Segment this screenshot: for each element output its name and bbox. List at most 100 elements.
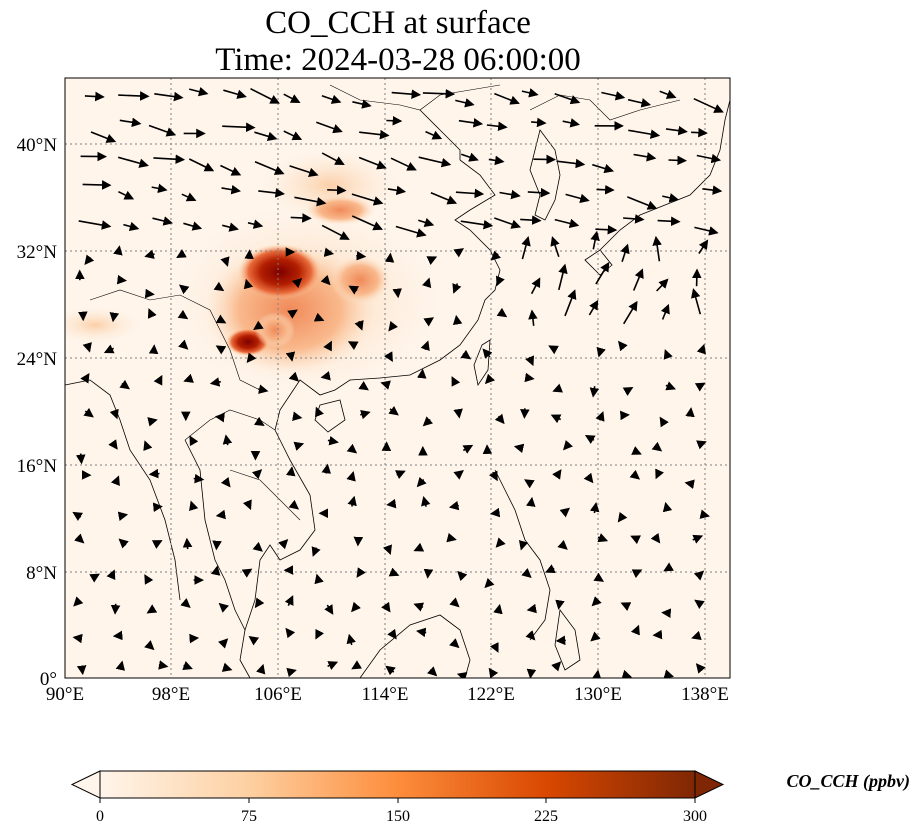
wind-vector (484, 577, 495, 589)
wind-vector (247, 219, 264, 229)
wind-vector (518, 539, 529, 551)
wind-vector (521, 568, 532, 578)
wind-vector (148, 124, 177, 137)
myanmar-coastline (65, 379, 181, 601)
wind-vector (457, 570, 468, 582)
wind-vector (118, 91, 150, 101)
wind-vector (210, 565, 221, 576)
wind-vector (177, 309, 189, 320)
wind-vector (222, 434, 233, 446)
wind-vector (525, 355, 535, 367)
wind-vector (152, 502, 163, 513)
wind-vector (383, 351, 393, 362)
wind-vector (221, 662, 233, 672)
lon-tick-label: 122°E (467, 684, 515, 705)
wind-vector (558, 263, 568, 291)
wind-vector (75, 453, 86, 465)
wind-vector (665, 381, 676, 391)
wind-vector (692, 534, 704, 544)
wind-vector (118, 190, 135, 200)
wind-vector (552, 469, 562, 480)
wind-vector (630, 624, 640, 636)
wind-vector (218, 602, 229, 613)
wind-vector (548, 345, 559, 355)
wind-vector (565, 193, 590, 204)
country-border-3 (229, 469, 301, 521)
wind-vector (323, 247, 335, 257)
wind-vector (380, 380, 391, 390)
wind-vector (188, 158, 215, 172)
wind-vector (462, 444, 474, 454)
wind-vector (530, 277, 541, 295)
wind-vector (73, 596, 84, 607)
wind-vector (252, 541, 263, 552)
wind-vector (631, 569, 643, 579)
wind-vector (593, 572, 605, 582)
wind-vector (488, 470, 498, 482)
wind-vector (494, 217, 522, 229)
lat-tick-label: 8°N (26, 563, 57, 584)
wind-vector (143, 440, 153, 451)
wind-vector (563, 440, 574, 451)
mongolia-border (329, 84, 501, 111)
lon-tick-label: 98°E (152, 684, 190, 705)
taiwan-coastline (473, 339, 491, 387)
wind-vector (323, 340, 332, 352)
wind-vector (347, 495, 357, 507)
wind-vector (320, 274, 331, 286)
wind-vector (352, 99, 372, 109)
wind-vector (661, 608, 672, 618)
wind-vector (633, 152, 657, 162)
wind-vector (456, 672, 468, 678)
wind-vector (254, 161, 285, 175)
wind-vector (388, 567, 400, 577)
lon-tick-label: 138°E (681, 684, 729, 705)
wind-vector (119, 379, 130, 390)
wind-vector (381, 601, 391, 613)
wind-vector (418, 156, 452, 168)
wind-vector (183, 221, 203, 231)
map-frame (64, 77, 731, 679)
colorbar: 0 75 150 225 300 CO_CCH (ppbv) (70, 770, 910, 825)
lat-tick-label: 40°N (17, 135, 58, 156)
wind-vector (452, 314, 463, 326)
wind-vector (286, 667, 297, 678)
wind-vector (117, 156, 149, 168)
wind-vector (215, 314, 227, 324)
wind-vector (123, 221, 140, 232)
wind-vector (620, 243, 630, 262)
wind-vector (144, 640, 155, 651)
wind-vector (453, 408, 463, 419)
philippines-coastline (494, 469, 551, 641)
wind-vector (106, 569, 116, 581)
wind-vector (601, 91, 626, 101)
colorbar-min-extend (70, 770, 101, 799)
malay-coastline (239, 629, 251, 678)
wind-vector (545, 564, 556, 573)
wind-vector (702, 185, 723, 195)
colorbar-tick-label: 75 (241, 808, 257, 825)
wind-vector (420, 340, 430, 352)
wind-vector (699, 509, 710, 519)
wind-vector (360, 409, 371, 420)
wind-vector (289, 165, 319, 177)
wind-vector (555, 599, 565, 610)
wind-vector (451, 376, 461, 387)
wind-vector (222, 222, 239, 232)
wind-vector (426, 256, 438, 265)
lat-tick-label: 16°N (17, 456, 58, 477)
wind-vector (557, 539, 568, 550)
wind-vector (147, 417, 158, 427)
wind-vector (387, 185, 407, 196)
lat-tick-label: 32°N (17, 242, 58, 263)
indochina-coastline (184, 429, 316, 632)
wind-vector (416, 368, 427, 379)
wind-vector (652, 235, 662, 262)
wind-vector (496, 307, 508, 318)
wind-vector (218, 638, 229, 649)
wind-vector (382, 544, 392, 556)
wind-vector (422, 88, 456, 99)
wind-vector (696, 440, 707, 450)
wind-vector (250, 87, 280, 104)
wind-vector (324, 604, 334, 615)
